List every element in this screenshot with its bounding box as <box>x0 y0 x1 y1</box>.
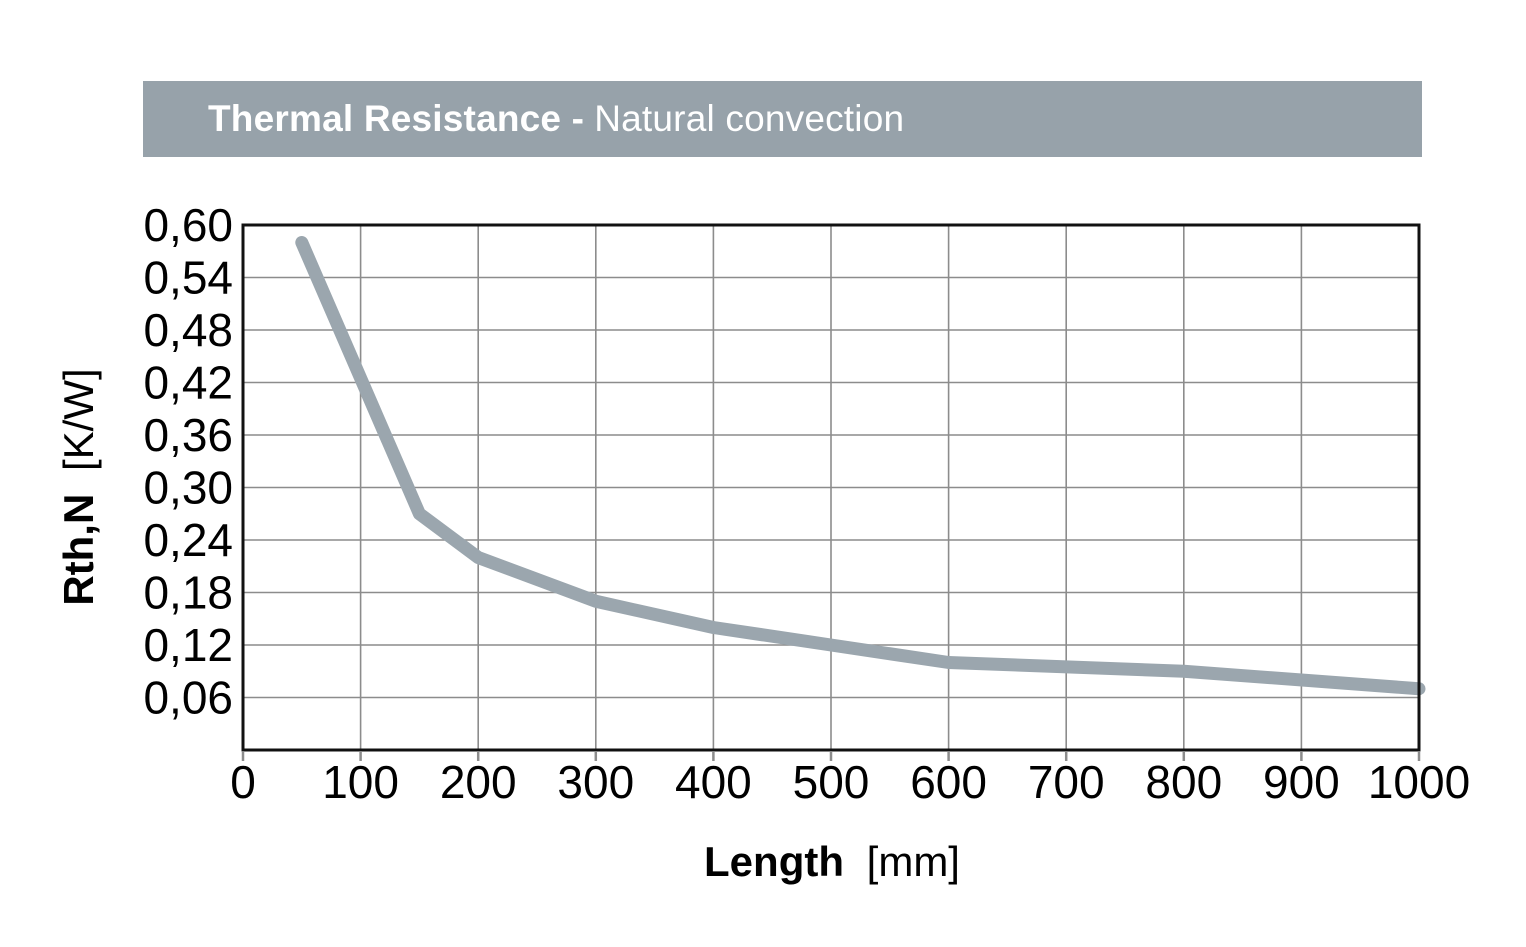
x-tick-label: 1000 <box>1368 756 1470 808</box>
x-axis-title: Length [mm] <box>704 838 960 886</box>
y-tick-label: 0,06 <box>143 672 233 724</box>
x-tick-label: 300 <box>557 756 634 808</box>
x-axis-title-unit: [mm] <box>866 838 960 885</box>
x-tick-label: 600 <box>910 756 987 808</box>
plot-border <box>241 223 1421 752</box>
series-line-rthn <box>295 236 1426 696</box>
y-tick-label: 0,48 <box>143 304 233 356</box>
y-tick-label: 0,18 <box>143 567 233 619</box>
x-tick-label: 700 <box>1028 756 1105 808</box>
y-tick-label: 0,42 <box>143 357 233 409</box>
y-tick-label: 0,30 <box>143 462 233 514</box>
title-bar: Thermal Resistance - Natural convection <box>143 81 1422 157</box>
x-tick-label: 500 <box>793 756 870 808</box>
x-tick-label: 200 <box>440 756 517 808</box>
y-tick-label: 0,36 <box>143 409 233 461</box>
y-tick-label: 0,24 <box>143 514 233 566</box>
chart-title-regular: Natural convection <box>594 98 905 139</box>
x-tick-label: 800 <box>1145 756 1222 808</box>
x-tick-label: 100 <box>322 756 399 808</box>
chart-title-bold: Thermal Resistance - <box>208 98 585 139</box>
x-axis-title-name: Length <box>704 838 844 885</box>
y-tick-label: 0,54 <box>143 252 233 304</box>
y-tick-label: 0,12 <box>143 619 233 671</box>
x-tick-label: 400 <box>675 756 752 808</box>
x-tick-label: 900 <box>1263 756 1340 808</box>
y-tick-label: 0,60 <box>143 199 233 251</box>
x-tick-label: 0 <box>230 756 256 808</box>
